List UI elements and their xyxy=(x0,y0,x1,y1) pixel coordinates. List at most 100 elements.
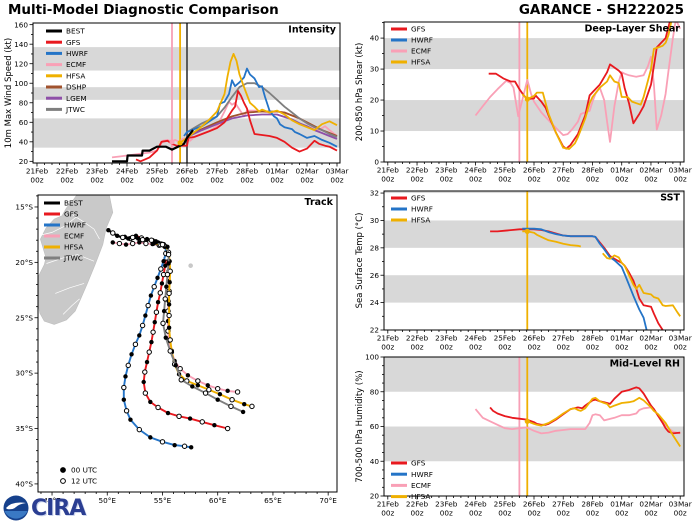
legend-label: HWRF xyxy=(66,49,88,58)
category-band xyxy=(384,191,684,194)
position-marker-00utc xyxy=(123,242,129,247)
tick-label: 21Feb xyxy=(377,166,400,175)
position-marker-00utc xyxy=(128,417,133,422)
sst-series-hfsa xyxy=(522,230,681,317)
tick-label: 120 xyxy=(14,59,28,68)
tick-label: 02Mar xyxy=(295,167,318,176)
intensity-series-lgem xyxy=(186,113,338,140)
position-marker-00utc xyxy=(148,293,154,298)
position-marker-12utc xyxy=(224,425,231,432)
tick-label: 30 xyxy=(370,216,380,225)
tick-label: 32 xyxy=(370,189,379,198)
position-marker-12utc xyxy=(153,309,160,315)
position-marker-12utc xyxy=(229,397,235,403)
position-marker-00utc xyxy=(149,339,154,345)
position-marker-00utc xyxy=(185,373,191,378)
tick-label: 30 xyxy=(370,65,380,74)
tick-label: 140 xyxy=(14,40,28,49)
tick-label: 25°S xyxy=(15,313,33,322)
position-marker-12utc xyxy=(142,390,149,396)
tick-label: 00z xyxy=(440,509,453,518)
tick-label: 02Mar xyxy=(639,166,662,175)
legend-label: BEST xyxy=(64,199,83,208)
legend-label: HFSA xyxy=(411,58,430,67)
legend-label: ECMF xyxy=(64,232,84,241)
noaa-logo-icon xyxy=(3,495,29,521)
position-marker-12utc xyxy=(139,322,146,329)
panel-label: Track xyxy=(305,197,334,208)
position-marker-12utc xyxy=(142,369,148,375)
tick-label: 00z xyxy=(586,343,599,352)
track-line-ecmf xyxy=(112,241,238,393)
sst-series-hwrf xyxy=(522,227,648,330)
position-marker-00utc xyxy=(114,233,120,238)
position-marker-00utc xyxy=(143,313,148,318)
tick-label: 00z xyxy=(674,175,687,184)
position-marker-00utc xyxy=(155,275,160,281)
position-marker-12utc xyxy=(121,384,127,391)
position-marker-00utc xyxy=(212,422,217,428)
position-marker-00utc xyxy=(240,409,246,415)
cira-logo-text: CIRA xyxy=(31,495,86,521)
position-marker-12utc xyxy=(159,241,166,248)
tick-label: 28Feb xyxy=(581,500,604,509)
tick-label: 00z xyxy=(381,343,394,352)
tick-label: 20 xyxy=(370,96,380,105)
tick-label: 22Feb xyxy=(406,334,429,343)
tick-label: 03Mar xyxy=(669,166,692,175)
tick-label: 20 xyxy=(370,492,380,501)
tick-label: 100 xyxy=(365,353,379,362)
tick-label: 21Feb xyxy=(377,334,400,343)
tick-label: 40 xyxy=(370,34,380,43)
panel-label: Deep-Layer Shear xyxy=(585,24,681,35)
position-marker-12utc xyxy=(129,234,136,241)
position-marker-12utc xyxy=(148,237,155,243)
tick-label: 60°E xyxy=(209,496,227,505)
tick-label: 26Feb xyxy=(176,167,199,176)
tick-label: 00z xyxy=(469,509,482,518)
tick-label: 40°S xyxy=(15,480,33,489)
legend-label: HFSA xyxy=(66,71,85,80)
init-marker xyxy=(524,228,530,234)
tick-label: 00z xyxy=(498,175,511,184)
legend-label: JTWC xyxy=(65,105,85,114)
tick-label: 00z xyxy=(498,343,511,352)
position-marker-12utc xyxy=(139,236,146,243)
position-marker-12utc xyxy=(159,439,166,445)
legend-label: GFS xyxy=(64,210,79,219)
tick-label: 03Mar xyxy=(669,500,692,509)
tick-label: 00z xyxy=(557,509,570,518)
legend-label: HFSA xyxy=(411,492,430,501)
tick-label: 24Feb xyxy=(464,500,487,509)
tick-label: 02Mar xyxy=(639,334,662,343)
tick-label: 00z xyxy=(60,176,73,185)
tick-label: 40 xyxy=(19,137,29,146)
tick-label: 24Feb xyxy=(116,167,139,176)
position-marker-12utc xyxy=(116,240,123,247)
position-marker-12utc xyxy=(167,348,173,354)
tick-label: 26Feb xyxy=(523,500,546,509)
tick-label: 01Mar xyxy=(610,166,633,175)
category-band xyxy=(384,220,684,248)
tick-label: 100 xyxy=(14,79,28,88)
init-marker xyxy=(169,139,175,145)
tick-label: 00z xyxy=(469,175,482,184)
position-marker-00utc xyxy=(195,383,201,388)
tick-label: 23Feb xyxy=(435,500,458,509)
tick-label: 01Mar xyxy=(610,500,633,509)
position-marker-12utc xyxy=(150,329,156,335)
tick-label: 20°S xyxy=(15,258,33,267)
category-band xyxy=(384,38,684,70)
province-border xyxy=(62,298,80,315)
tick-label: 22Feb xyxy=(406,166,429,175)
legend-label: HWRF xyxy=(411,36,433,45)
position-marker-12utc xyxy=(215,385,221,392)
tick-label: 80 xyxy=(370,387,380,396)
legend-label: DSHP xyxy=(66,83,87,92)
position-marker-00utc xyxy=(148,399,153,405)
position-marker-12utc xyxy=(110,230,116,236)
tick-label: 24Feb xyxy=(464,166,487,175)
tick-label: 00z xyxy=(644,343,657,352)
position-marker-12utc xyxy=(166,290,172,297)
